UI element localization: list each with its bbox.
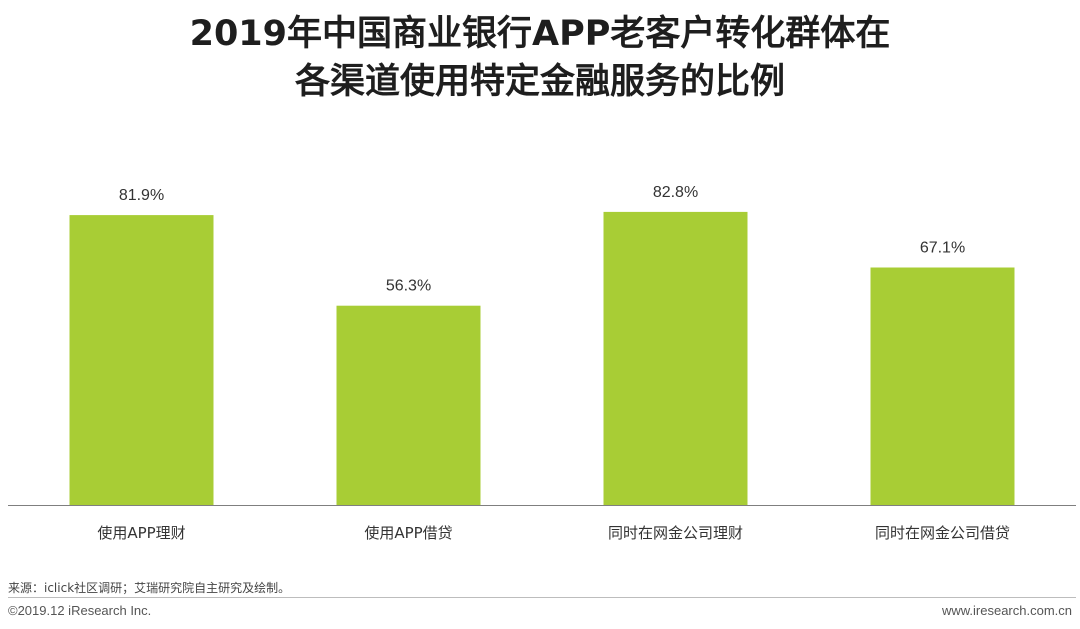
data-label-1: 81.9% — [119, 187, 164, 204]
data-label-3: 82.8% — [653, 184, 698, 201]
bar-3 — [603, 211, 748, 505]
source-note: 来源：iclick社区调研；艾瑞研究院自主研究及绘制。 — [8, 581, 291, 595]
bar-4 — [870, 267, 1015, 505]
bar-1 — [69, 215, 214, 505]
data-label-4: 67.1% — [920, 240, 965, 257]
footer-divider — [8, 597, 1076, 598]
chart-title: 2019年中国商业银行APP老客户转化群体在 各渠道使用特定金融服务的比例 — [0, 10, 1080, 106]
category-label-3: 同时在网金公司理财 — [608, 524, 743, 542]
data-label-2: 56.3% — [386, 278, 431, 295]
copyright-text: ©2019.12 iResearch Inc. — [8, 603, 152, 618]
website-link[interactable]: www.iresearch.com.cn — [941, 603, 1072, 618]
category-label-2: 使用APP借贷 — [364, 524, 452, 542]
chart-title-line-2: 各渠道使用特定金融服务的比例 — [294, 62, 785, 102]
category-label-1: 使用APP理财 — [97, 524, 185, 542]
category-label-4: 同时在网金公司借贷 — [875, 524, 1010, 542]
chart-title-line-1: 2019年中国商业银行APP老客户转化群体在 — [189, 14, 891, 54]
bar-2 — [336, 305, 481, 505]
